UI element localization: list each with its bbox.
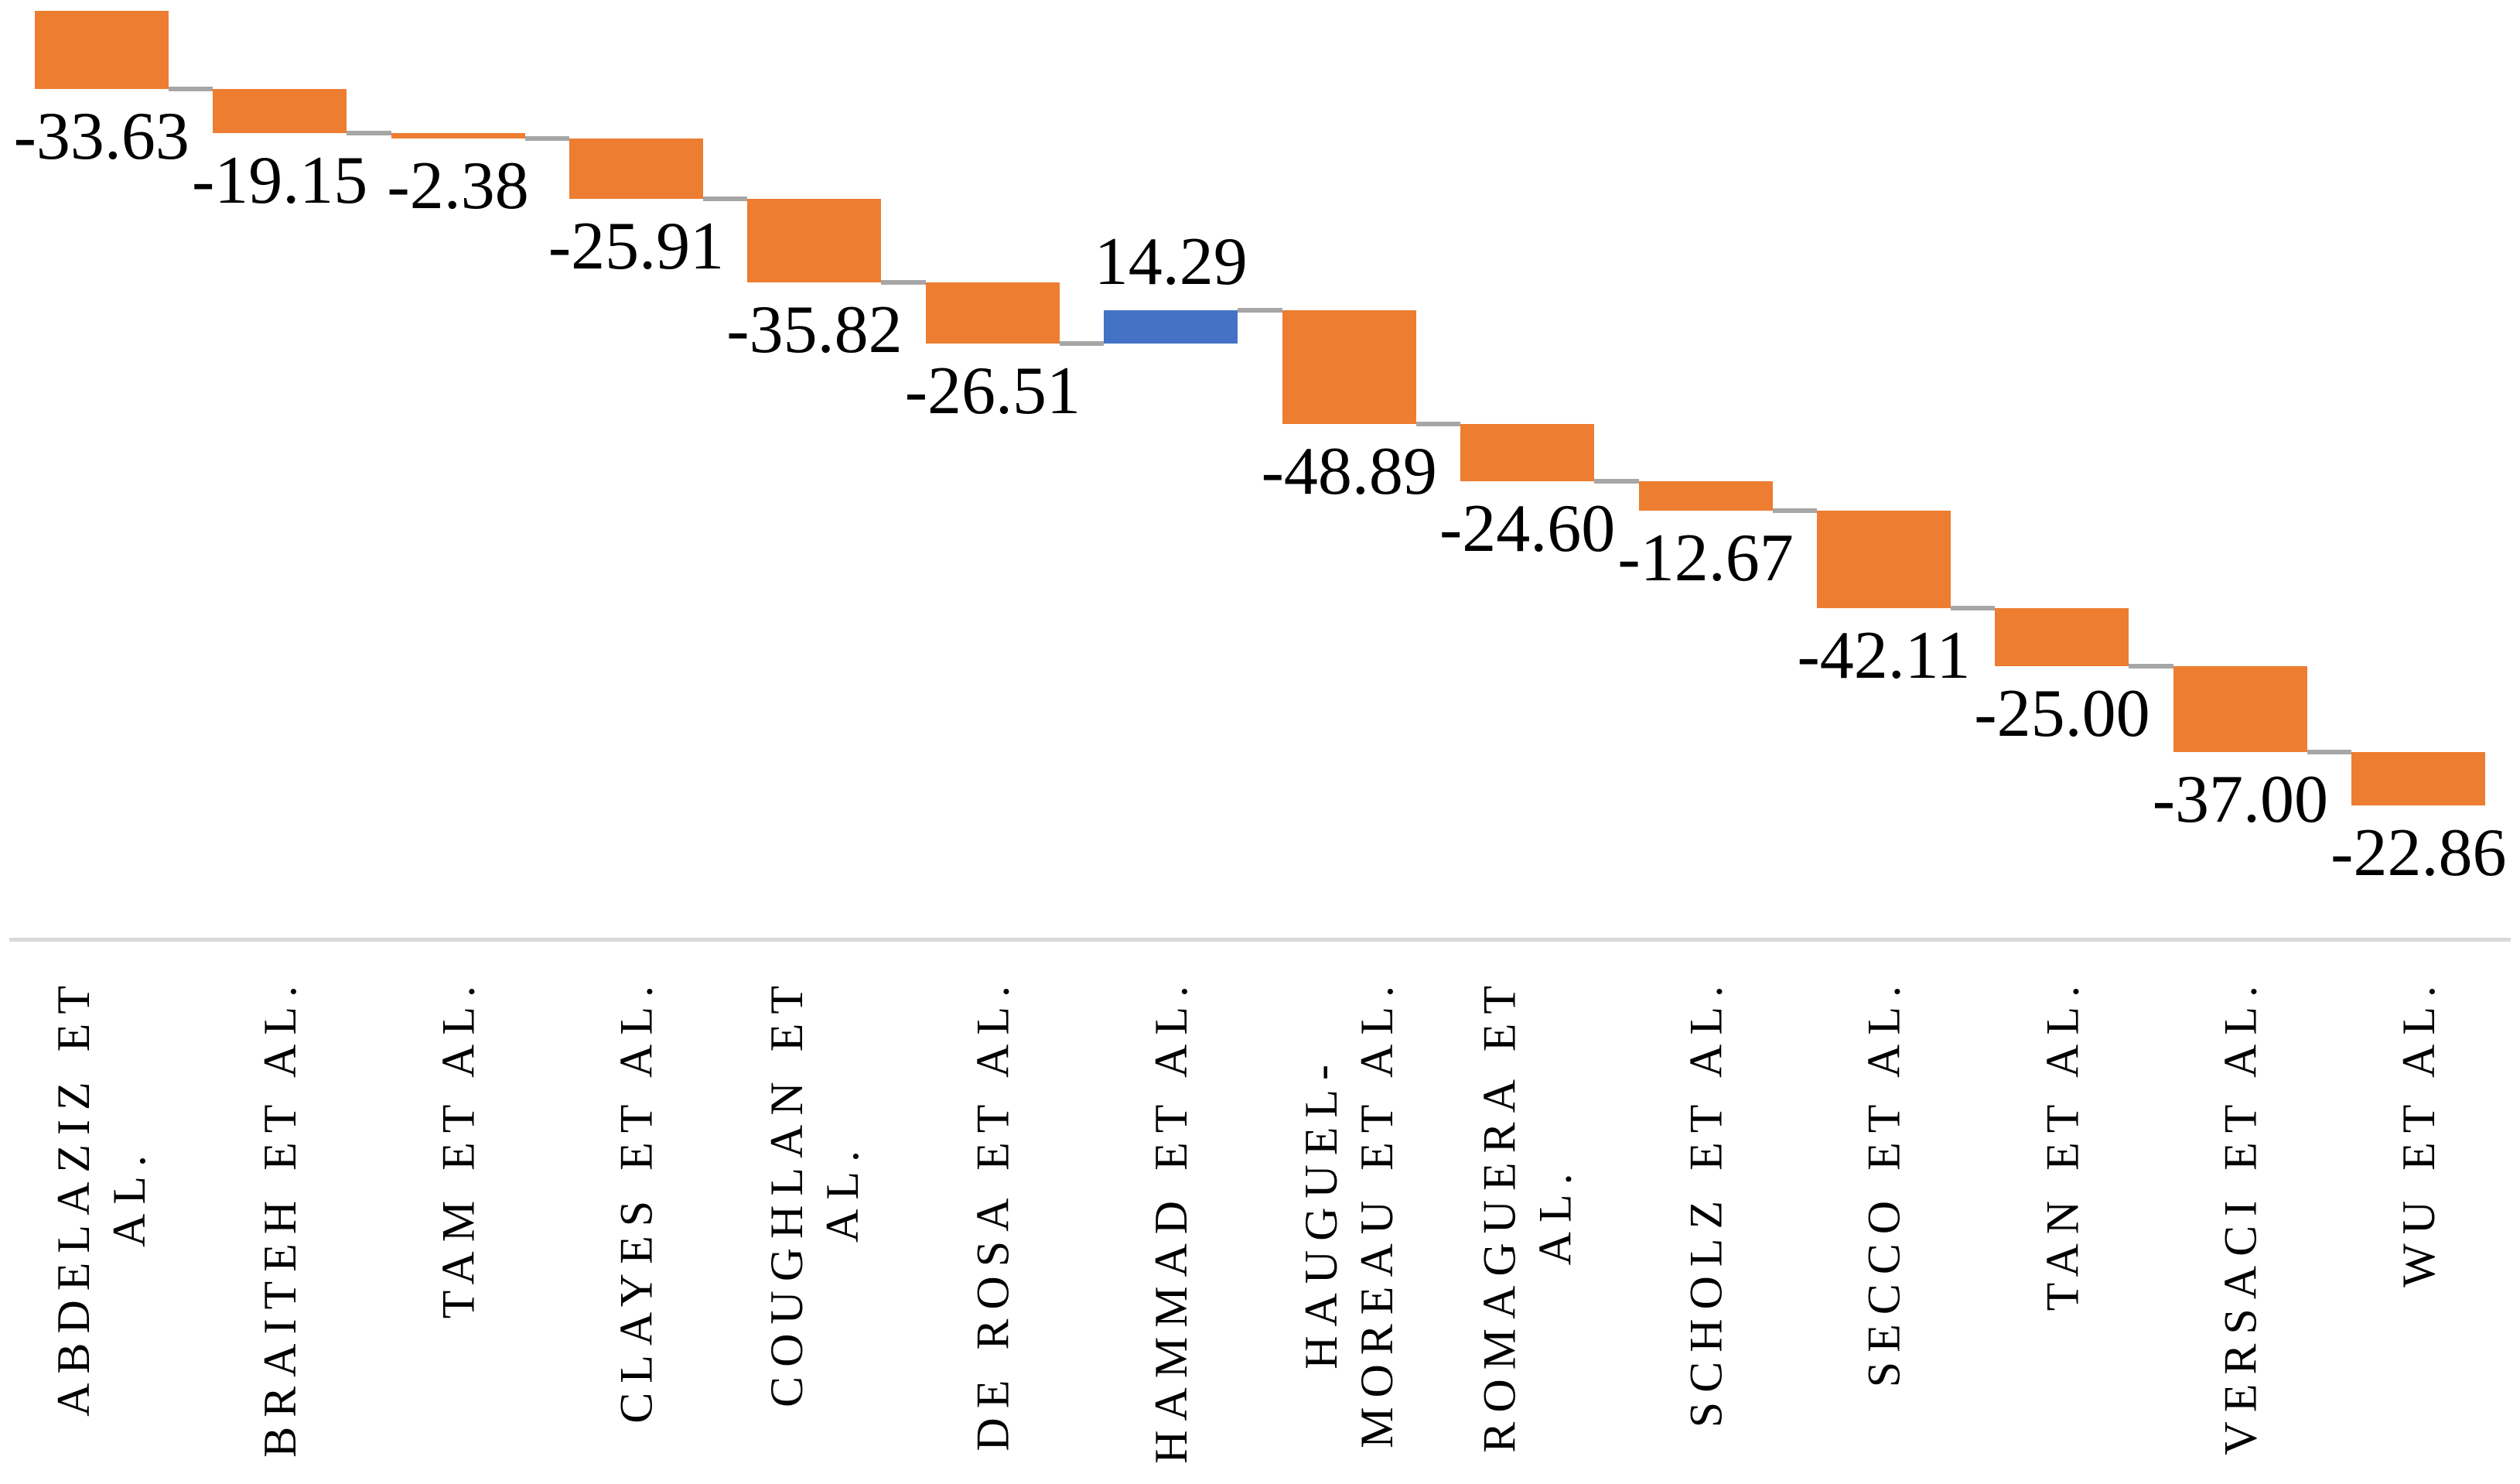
waterfall-bar-2 [213, 88, 347, 134]
data-label-8: -48.89 [1261, 434, 1437, 509]
category-label-line: HAMMAD ET AL. [1145, 976, 1197, 1464]
category-label-line: ROMAGUERA ET [1473, 976, 1525, 1453]
data-label-5: -35.82 [726, 292, 903, 368]
data-label-11: -42.11 [1797, 618, 1971, 694]
category-label-3: TAM ET AL. [430, 976, 486, 1318]
category-label-11: SECCO ET AL. [1856, 976, 1912, 1387]
category-label-line: AL. [1529, 1164, 1581, 1266]
data-label-13: -37.00 [2152, 762, 2329, 838]
data-label-3: -2.38 [387, 149, 529, 224]
waterfall-bar-10 [1638, 480, 1773, 511]
data-label-7: 14.29 [1094, 224, 1248, 300]
category-label-line: CLAYES ET AL. [610, 976, 662, 1424]
category-label-8: HAUGUEL- MOREAU ET AL. [1293, 976, 1405, 1448]
connector-line-9 [1594, 478, 1639, 484]
waterfall-bar-3 [391, 133, 525, 139]
category-label-line: VERSACI ET AL. [2214, 976, 2266, 1455]
category-label-14: WU ET AL. [2391, 976, 2447, 1287]
connector-line-13 [2307, 750, 2352, 755]
data-label-14: -22.86 [2330, 815, 2507, 891]
connector-line-10 [1772, 508, 1817, 513]
data-label-2: -19.15 [191, 143, 368, 219]
connector-line-1 [168, 86, 213, 91]
connector-line-3 [524, 136, 569, 142]
waterfall-bar-9 [1460, 424, 1595, 481]
category-label-line: WU ET AL. [2392, 976, 2444, 1287]
category-label-line: SCHOLZ ET AL. [1680, 976, 1732, 1428]
category-label-line: SECCO ET AL. [1858, 976, 1910, 1388]
category-label-12: TAN ET AL. [2034, 976, 2090, 1311]
waterfall-bar-12 [1995, 608, 2129, 667]
category-label-line: MOREAU ET AL. [1351, 976, 1403, 1448]
category-label-line: BRAITEH ET AL. [254, 976, 306, 1458]
connector-line-4 [703, 197, 748, 202]
waterfall-bar-5 [747, 199, 882, 282]
data-label-10: -12.67 [1617, 520, 1794, 596]
waterfall-bar-11 [1817, 510, 1951, 609]
waterfall-bar-13 [2173, 666, 2307, 753]
category-label-10: SCHOLZ ET AL. [1678, 976, 1733, 1428]
data-label-4: -25.91 [548, 209, 725, 285]
category-label-line: TAM ET AL. [432, 976, 484, 1319]
waterfall-bar-4 [569, 138, 703, 200]
waterfall-bar-1 [34, 11, 169, 89]
connector-line-6 [1059, 341, 1105, 347]
connector-line-12 [2129, 664, 2173, 669]
waterfall-bar-7 [1104, 310, 1238, 344]
category-label-13: VERSACI ET AL. [2212, 976, 2268, 1455]
category-label-line: HAUGUEL- [1296, 1055, 1347, 1369]
category-label-4: CLAYES ET AL. [609, 976, 664, 1424]
category-label-line: AL. [104, 1145, 155, 1247]
category-label-line: COUGHLAN ET [760, 976, 812, 1407]
connector-line-5 [881, 279, 926, 285]
waterfall-bar-14 [2351, 752, 2486, 805]
connector-line-11 [1951, 606, 1996, 611]
category-label-line: TAN ET AL. [2036, 976, 2088, 1311]
waterfall-bar-6 [925, 282, 1060, 344]
category-axis-line [9, 938, 2511, 942]
waterfall-bar-8 [1282, 310, 1416, 424]
category-label-line: DE ROSA ET AL. [967, 976, 1019, 1452]
category-label-line: ABDELAZIZ ET [48, 976, 100, 1417]
category-label-5: COUGHLAN ET AL. [759, 976, 870, 1407]
category-label-2: BRAITEH ET AL. [252, 976, 308, 1458]
category-label-9: ROMAGUERA ET AL. [1472, 976, 1583, 1453]
data-label-9: -24.60 [1439, 491, 1616, 566]
data-label-1: -33.63 [13, 98, 190, 174]
connector-line-8 [1415, 422, 1461, 426]
connector-line-7 [1238, 308, 1282, 313]
category-label-1: ABDELAZIZ ET AL. [46, 976, 157, 1417]
category-label-line: AL. [816, 1140, 868, 1243]
data-label-6: -26.51 [904, 354, 1081, 429]
connector-line-2 [347, 131, 391, 136]
category-label-7: HAMMAD ET AL. [1143, 976, 1199, 1464]
category-label-6: DE ROSA ET AL. [965, 976, 1020, 1452]
data-label-12: -25.00 [1974, 676, 2150, 752]
